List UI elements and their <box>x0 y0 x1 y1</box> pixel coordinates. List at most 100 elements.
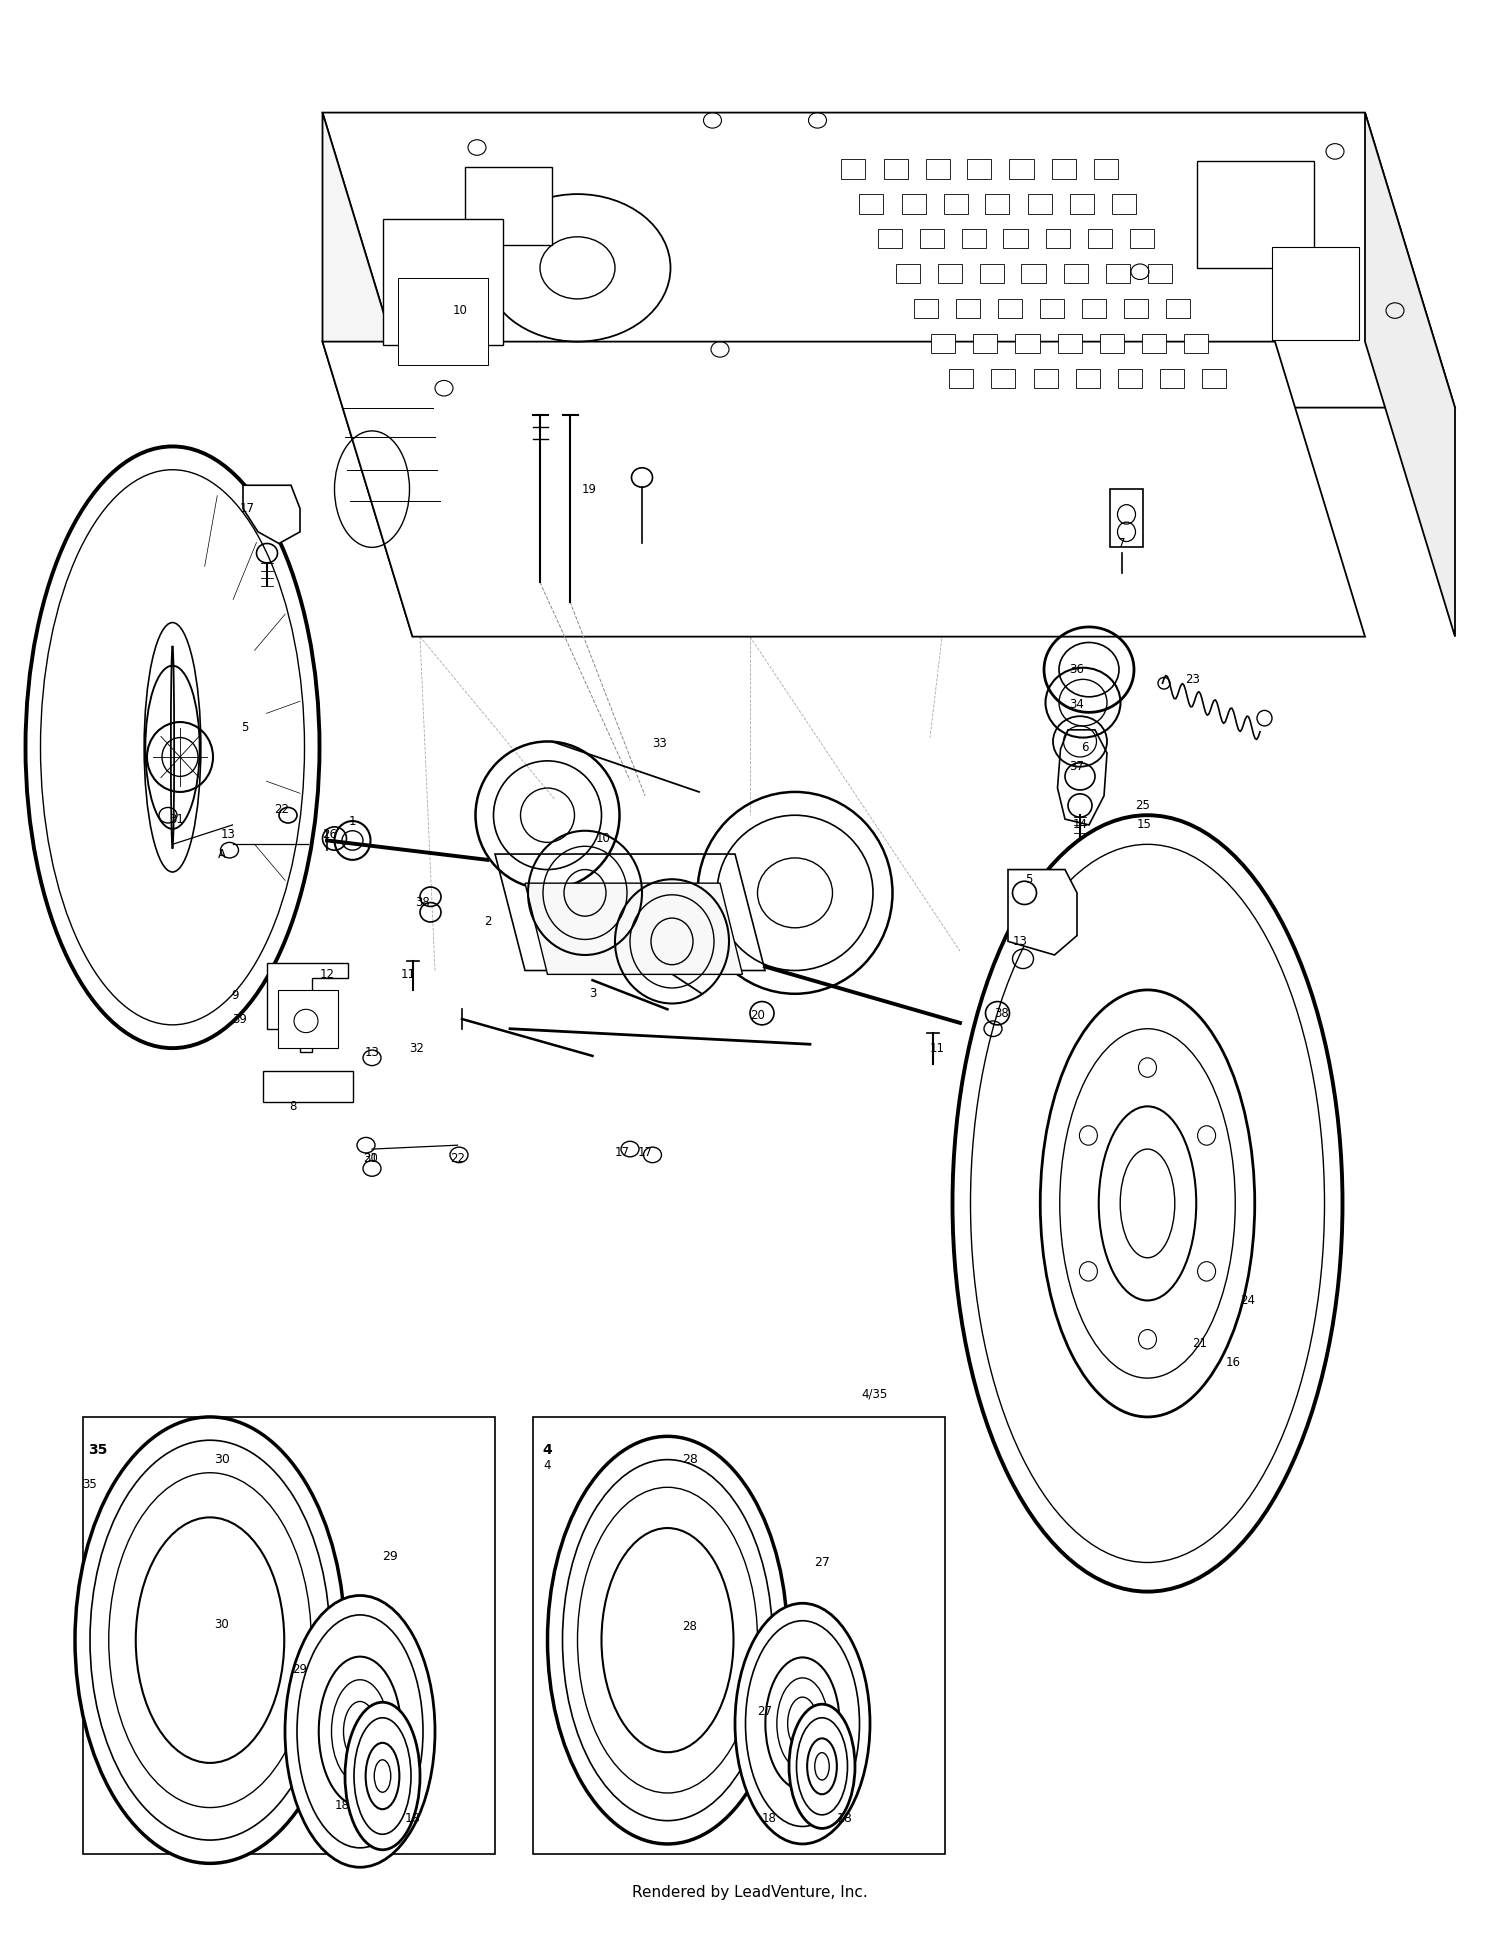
Bar <box>932 334 956 353</box>
Ellipse shape <box>285 1596 435 1867</box>
Text: 20: 20 <box>750 1009 765 1021</box>
Bar <box>278 990 338 1048</box>
Bar <box>1160 369 1184 388</box>
Bar <box>398 278 488 365</box>
Bar <box>382 219 502 345</box>
Polygon shape <box>322 342 1365 637</box>
Text: 19: 19 <box>582 483 597 495</box>
Text: 37: 37 <box>1070 761 1084 773</box>
Bar <box>532 1417 945 1854</box>
Text: 35: 35 <box>82 1479 98 1491</box>
Text: 38: 38 <box>416 897 430 908</box>
Bar <box>1028 194 1051 214</box>
Bar <box>1184 334 1208 353</box>
Text: 4: 4 <box>543 1442 552 1458</box>
Text: 26: 26 <box>322 829 338 840</box>
Bar <box>956 299 980 318</box>
Text: 2: 2 <box>483 916 492 928</box>
Text: 25: 25 <box>1136 800 1150 811</box>
Bar <box>1070 194 1094 214</box>
Text: Rendered by LeadVenture, Inc.: Rendered by LeadVenture, Inc. <box>632 1885 868 1900</box>
Bar <box>1046 229 1070 248</box>
Text: 5: 5 <box>242 722 248 734</box>
Text: 30: 30 <box>214 1454 230 1465</box>
Bar <box>262 1071 352 1102</box>
Text: 31: 31 <box>363 1153 378 1165</box>
Bar <box>878 229 902 248</box>
Ellipse shape <box>26 446 320 1048</box>
Bar <box>1130 229 1154 248</box>
Polygon shape <box>322 113 413 637</box>
Bar <box>974 334 998 353</box>
Bar <box>1034 369 1058 388</box>
Bar <box>914 299 938 318</box>
Bar <box>82 1417 495 1854</box>
Text: 11: 11 <box>930 1042 945 1054</box>
Text: 28: 28 <box>682 1621 698 1632</box>
Text: 18: 18 <box>837 1813 852 1825</box>
Text: 5: 5 <box>1026 873 1032 885</box>
Bar <box>938 264 962 283</box>
Text: 34: 34 <box>1070 699 1084 710</box>
Polygon shape <box>267 963 348 1052</box>
Bar <box>1082 299 1106 318</box>
Polygon shape <box>495 854 765 970</box>
Bar <box>920 229 944 248</box>
Bar <box>896 264 920 283</box>
Polygon shape <box>322 113 1455 408</box>
Text: 31: 31 <box>170 813 184 825</box>
Polygon shape <box>243 485 300 543</box>
Text: 18: 18 <box>762 1813 777 1825</box>
Text: 38: 38 <box>994 1007 1010 1019</box>
Bar <box>1197 161 1314 268</box>
Bar <box>980 264 1004 283</box>
Text: 29: 29 <box>292 1663 308 1675</box>
Text: 36: 36 <box>1070 664 1084 675</box>
Bar <box>926 159 950 179</box>
Bar <box>1166 299 1190 318</box>
Text: 17: 17 <box>615 1147 630 1159</box>
Bar <box>950 369 974 388</box>
Text: 30: 30 <box>214 1619 230 1630</box>
Text: 27: 27 <box>815 1557 830 1568</box>
Text: 22: 22 <box>450 1153 465 1165</box>
Text: 13: 13 <box>220 829 236 840</box>
Bar <box>1272 247 1359 340</box>
Polygon shape <box>1058 730 1107 825</box>
Polygon shape <box>1008 870 1077 955</box>
Text: 32: 32 <box>410 1042 424 1054</box>
Bar <box>1142 334 1166 353</box>
Text: 17: 17 <box>638 1147 652 1159</box>
Text: 10: 10 <box>453 305 468 316</box>
Text: 33: 33 <box>652 738 668 749</box>
Bar <box>1148 264 1172 283</box>
Text: 4/35: 4/35 <box>861 1388 888 1399</box>
Text: 22: 22 <box>274 804 290 815</box>
Polygon shape <box>525 883 742 974</box>
Text: 1: 1 <box>348 815 357 827</box>
Text: 8: 8 <box>290 1101 296 1112</box>
Text: 39: 39 <box>232 1013 248 1025</box>
Text: 11: 11 <box>400 969 416 980</box>
Text: 6: 6 <box>1080 741 1088 753</box>
Bar <box>1088 229 1112 248</box>
Bar <box>968 159 992 179</box>
Text: 7: 7 <box>1118 538 1125 549</box>
Bar <box>1112 194 1136 214</box>
Bar <box>962 229 986 248</box>
Text: 10: 10 <box>596 833 610 844</box>
Bar <box>1076 369 1100 388</box>
Text: 21: 21 <box>1192 1337 1208 1349</box>
Text: 18: 18 <box>334 1799 350 1811</box>
Bar <box>1016 334 1040 353</box>
Bar <box>884 159 908 179</box>
Text: 14: 14 <box>1072 819 1088 831</box>
Ellipse shape <box>789 1704 855 1828</box>
Bar <box>1100 334 1124 353</box>
Text: 28: 28 <box>682 1454 698 1465</box>
Text: 13: 13 <box>364 1046 380 1058</box>
Text: A: A <box>217 848 226 860</box>
Text: 17: 17 <box>240 503 255 514</box>
Bar <box>1118 369 1142 388</box>
Bar <box>465 167 552 245</box>
